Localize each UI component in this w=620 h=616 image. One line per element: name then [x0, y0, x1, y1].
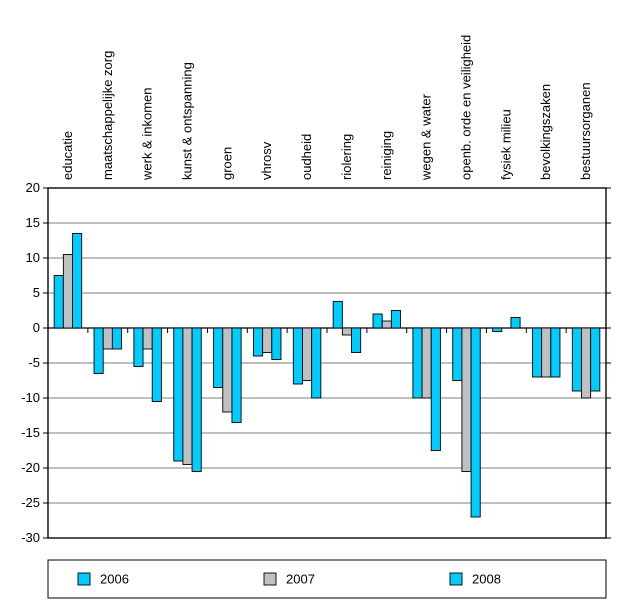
- category-label: bestuursorganen: [578, 82, 593, 180]
- y-tick-label: -5: [28, 355, 40, 370]
- bar: [493, 328, 502, 332]
- bar: [103, 328, 112, 349]
- category-label: maatschappelijke zorg: [100, 51, 115, 180]
- bar: [293, 328, 302, 384]
- bar: [214, 328, 223, 388]
- y-tick-label: 20: [26, 180, 40, 195]
- y-tick-label: -10: [21, 390, 40, 405]
- y-tick-label: -25: [21, 495, 40, 510]
- y-tick-label: -15: [21, 425, 40, 440]
- bar: [183, 328, 192, 465]
- bar: [453, 328, 462, 381]
- bar: [223, 328, 232, 412]
- category-label: werk & inkomen: [140, 88, 155, 181]
- bar: [382, 321, 391, 328]
- y-tick-label: 15: [26, 215, 40, 230]
- bar: [391, 311, 400, 329]
- chart-container: -30 -25 -20 -15 -10 -5 0 5 10 15 20 educatie maatsch…: [0, 0, 620, 616]
- category-label: riolering: [339, 134, 354, 180]
- bar: [373, 314, 382, 328]
- bar: [413, 328, 422, 398]
- bar: [532, 328, 541, 377]
- bar: [54, 276, 63, 329]
- bar: [253, 328, 262, 356]
- bar: [462, 328, 471, 472]
- category-label: bevolkingszaken: [538, 84, 553, 180]
- bar: [581, 328, 590, 398]
- category-label: groen: [219, 147, 234, 180]
- bar: [263, 328, 272, 353]
- bar: [352, 328, 361, 353]
- bar: [422, 328, 431, 398]
- legend-label: 2008: [472, 571, 501, 586]
- category-label: educatie: [60, 131, 75, 180]
- bar: [431, 328, 440, 451]
- category-label: oudheid: [299, 134, 314, 180]
- bar: [143, 328, 152, 349]
- y-tick-label: 0: [33, 320, 40, 335]
- y-tick-label: -30: [21, 530, 40, 545]
- y-tick-label: -20: [21, 460, 40, 475]
- bar: [572, 328, 581, 391]
- category-label: openb. orde en veiligheid: [459, 35, 474, 180]
- bar: [302, 328, 311, 381]
- bar: [192, 328, 201, 472]
- bar: [73, 234, 82, 329]
- category-label: reiniging: [379, 131, 394, 180]
- legend-label: 2007: [286, 571, 315, 586]
- bar: [342, 328, 351, 335]
- bar: [272, 328, 281, 360]
- bar: [63, 255, 72, 329]
- bar: [333, 301, 342, 328]
- bar: [591, 328, 600, 391]
- chart-svg: -30 -25 -20 -15 -10 -5 0 5 10 15 20 educatie maatsch…: [0, 0, 620, 616]
- bar: [471, 328, 480, 517]
- bar: [232, 328, 241, 423]
- category-label: fysiek milieu: [498, 109, 513, 180]
- bar: [551, 328, 560, 377]
- category-label: vhrosv: [259, 141, 274, 180]
- category-label: kunst & ontspanning: [180, 62, 195, 180]
- bar: [174, 328, 183, 461]
- bar: [112, 328, 121, 349]
- y-tick-label: 5: [33, 285, 40, 300]
- bar: [94, 328, 103, 374]
- y-tick-label: 10: [26, 250, 40, 265]
- category-label: wegen & water: [419, 93, 434, 181]
- legend-label: 2006: [100, 571, 129, 586]
- bar: [542, 328, 551, 377]
- bar: [134, 328, 143, 367]
- bar: [152, 328, 161, 402]
- bar: [511, 318, 520, 329]
- bar: [312, 328, 321, 398]
